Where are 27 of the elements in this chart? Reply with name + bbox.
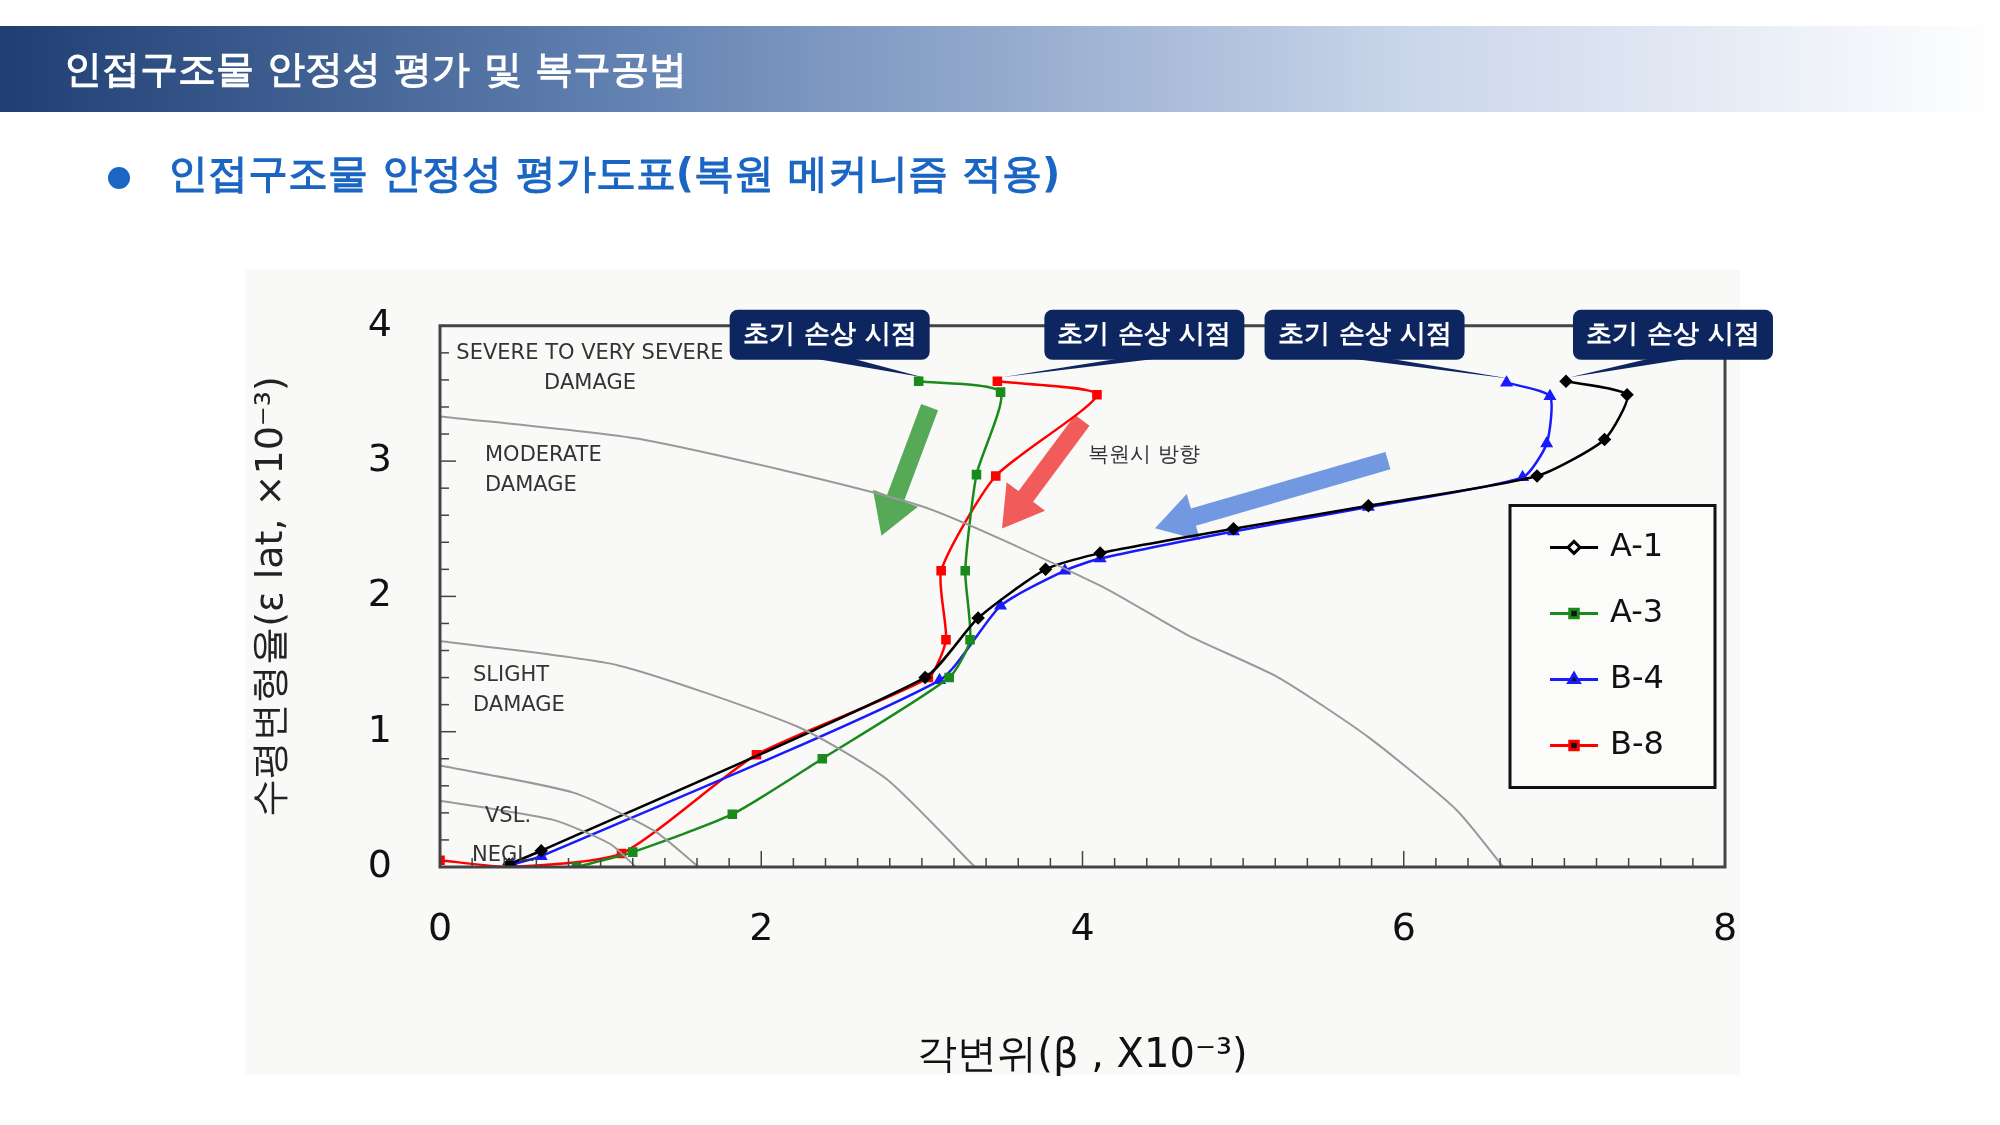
annotation: VSL. (485, 803, 532, 828)
x-tick-label: 6 (1391, 904, 1416, 949)
annotation: 초기 손상 시점 (742, 317, 917, 348)
y-axis-title: 수평변형율(ε lat, ×10⁻³) (246, 376, 291, 817)
y-tick-label: 4 (367, 300, 392, 345)
legend-label: A-3 (1610, 591, 1664, 630)
annotation: 복원시 방향 (1088, 442, 1200, 467)
annotation: SEVERE TO VERY SEVERE DAMAGE (456, 340, 724, 395)
annotation: MODERATE DAMAGE (485, 442, 602, 497)
x-tick-label: 8 (1712, 904, 1738, 949)
y-tick-label: 3 (367, 435, 392, 480)
legend-label: B-4 (1610, 657, 1664, 696)
legend-label: B-8 (1610, 723, 1664, 762)
x-axis-title: 각변위(β , X10⁻³) (917, 1030, 1248, 1077)
x-tick-label: 2 (749, 904, 774, 949)
y-tick-label: 0 (367, 841, 392, 886)
legend-label: A-1 (1610, 525, 1664, 564)
chart-subtitle: 인접구조물 안정성 평가도표(복원 메커니즘 적용) (168, 149, 1061, 198)
x-tick-label: 4 (1070, 904, 1095, 949)
y-tick-label: 1 (367, 706, 392, 751)
x-tick-label: 0 (427, 904, 453, 949)
y-tick-label: 2 (367, 571, 392, 616)
annotation: 초기 손상 시점 (1585, 317, 1761, 348)
annotation: 초기 손상 시점 (1277, 317, 1452, 348)
chart-title: 인접구조물 안정성 평가 및 복구공법 (64, 46, 687, 93)
annotation: SLIGHT DAMAGE (473, 662, 565, 717)
annotation: 초기 손상 시점 (1057, 317, 1232, 348)
